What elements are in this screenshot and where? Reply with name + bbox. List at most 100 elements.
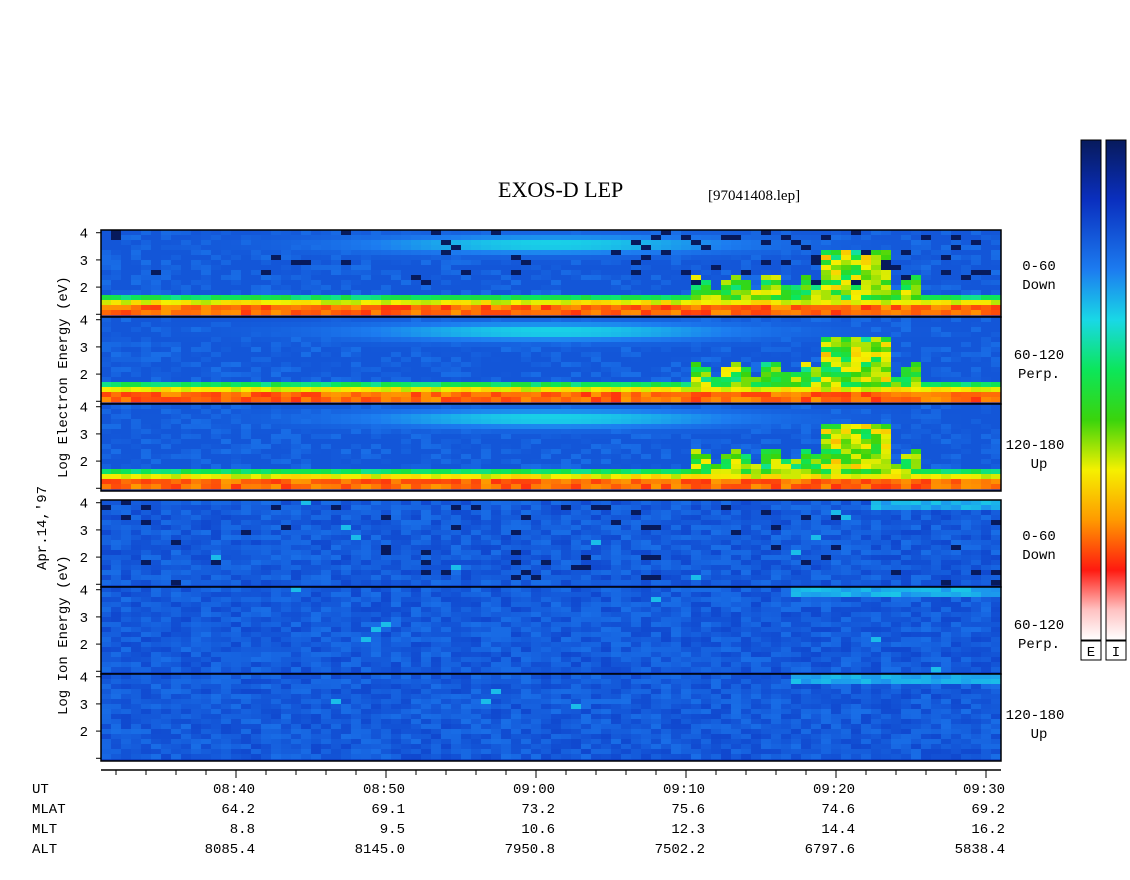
heat-cell <box>951 444 961 449</box>
heat-cell <box>241 520 251 525</box>
heat-cell <box>241 459 251 464</box>
heat-cell <box>541 424 551 429</box>
heat-cell <box>451 280 461 285</box>
heat-cell <box>191 409 201 414</box>
heat-cell <box>131 540 141 545</box>
heat-cell <box>361 459 371 464</box>
heat-cell <box>251 310 261 315</box>
heat-cell <box>161 540 171 545</box>
heat-cell <box>731 337 741 342</box>
heat-cell <box>691 275 701 280</box>
heat-cell <box>321 357 331 362</box>
heat-cell <box>181 317 191 322</box>
heat-cell <box>871 342 881 347</box>
heat-cell <box>691 322 701 327</box>
heat-cell <box>211 357 221 362</box>
heat-cell <box>521 429 531 434</box>
heat-cell <box>791 439 801 444</box>
heat-cell <box>501 295 511 300</box>
heat-cell <box>631 342 641 347</box>
heat-cell <box>601 429 611 434</box>
heat-cell <box>131 270 141 275</box>
heat-cell <box>861 382 871 387</box>
heat-cell <box>791 285 801 290</box>
heat-cell <box>351 464 361 469</box>
heat-cell <box>251 250 261 255</box>
heat-cell <box>101 535 111 540</box>
heat-cell <box>761 270 771 275</box>
heat-cell <box>791 409 801 414</box>
heat-cell <box>611 275 621 280</box>
heat-cell <box>801 449 811 454</box>
heat-cell <box>211 347 221 352</box>
heat-cell <box>431 347 441 352</box>
heat-cell <box>701 474 711 479</box>
heat-cell <box>951 454 961 459</box>
heat-cell <box>661 434 671 439</box>
heat-cell <box>491 255 501 260</box>
heat-cell <box>941 310 951 315</box>
heat-cell <box>181 367 191 372</box>
heat-cell <box>321 439 331 444</box>
heat-cell <box>271 515 281 520</box>
heat-cell <box>221 337 231 342</box>
heat-cell <box>611 342 621 347</box>
heat-cell <box>191 560 201 565</box>
heat-cell <box>631 245 641 250</box>
heat-cell <box>321 449 331 454</box>
heat-cell <box>411 469 421 474</box>
heat-cell <box>671 429 681 434</box>
heat-cell <box>341 367 351 372</box>
heat-cell <box>381 392 391 397</box>
heat-cell <box>981 285 991 290</box>
heat-cell <box>471 357 481 362</box>
heat-cell <box>531 235 541 240</box>
heat-cell <box>341 235 351 240</box>
heat-cell <box>811 290 821 295</box>
heat-cell <box>231 459 241 464</box>
heat-cell <box>341 387 351 392</box>
heat-cell <box>651 260 661 265</box>
heat-cell <box>241 295 251 300</box>
heat-cell <box>281 352 291 357</box>
heat-cell <box>501 280 511 285</box>
heat-cell <box>421 419 431 424</box>
heat-cell <box>261 560 271 565</box>
heat-cell <box>511 479 521 484</box>
heat-cell <box>981 265 991 270</box>
heat-cell <box>481 377 491 382</box>
heat-cell <box>421 240 431 245</box>
heat-cell <box>221 322 231 327</box>
heat-cell <box>731 357 741 362</box>
heat-cell <box>691 464 701 469</box>
heat-cell <box>321 409 331 414</box>
heat-cell <box>331 347 341 352</box>
heat-cell <box>941 449 951 454</box>
heat-cell <box>401 372 411 377</box>
heat-cell <box>401 382 411 387</box>
heat-cell <box>181 347 191 352</box>
heat-cell <box>151 505 161 510</box>
heat-cell <box>231 332 241 337</box>
heat-cell <box>471 265 481 270</box>
heat-cell <box>321 240 331 245</box>
heat-cell <box>991 265 1001 270</box>
heat-cell <box>331 250 341 255</box>
heat-cell <box>181 362 191 367</box>
heat-cell <box>651 419 661 424</box>
heat-cell <box>271 322 281 327</box>
heat-cell <box>651 265 661 270</box>
heat-cell <box>731 409 741 414</box>
heat-cell <box>221 429 231 434</box>
heat-cell <box>921 484 931 489</box>
heat-cell <box>521 275 531 280</box>
heat-cell <box>991 474 1001 479</box>
heat-cell <box>501 434 511 439</box>
heat-cell <box>191 515 201 520</box>
heat-cell <box>821 290 831 295</box>
heat-cell <box>251 322 261 327</box>
heat-cell <box>291 454 301 459</box>
heat-cell <box>241 464 251 469</box>
heat-cell <box>911 484 921 489</box>
heat-cell <box>701 419 711 424</box>
